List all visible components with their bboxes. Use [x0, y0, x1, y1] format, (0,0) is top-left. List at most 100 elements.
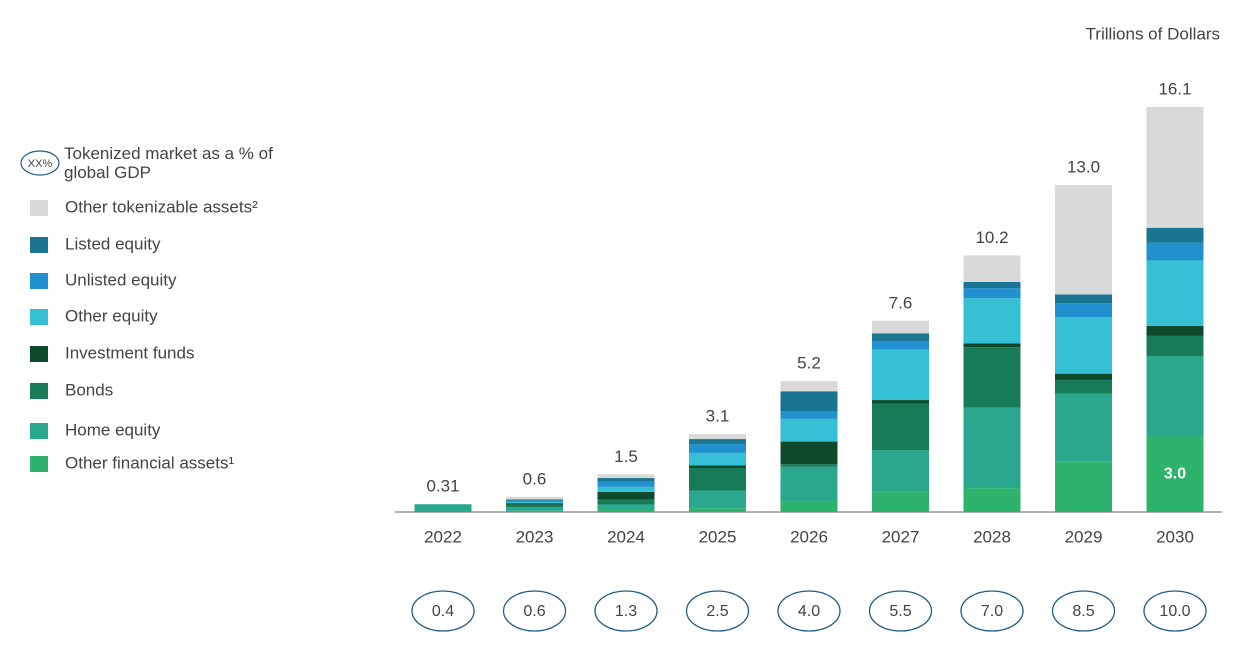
bar-segment	[1146, 325, 1204, 336]
bar-segment	[506, 506, 563, 511]
bar-segment	[963, 288, 1021, 299]
bar-segment	[1055, 184, 1112, 295]
legend-icon: XX%	[28, 158, 53, 170]
legend-swatch	[30, 237, 48, 253]
gdp-bubble	[502, 590, 567, 632]
total-label: 10.2	[975, 228, 1008, 247]
bar-segment	[872, 349, 929, 401]
segment-label: 3.0	[1164, 465, 1186, 482]
legend-label: Investment funds	[65, 343, 194, 362]
bar-segment	[414, 504, 472, 512]
bar-segment	[1055, 317, 1112, 374]
bar-segment	[1055, 393, 1112, 462]
bar-segment	[506, 499, 563, 501]
total-label: 1.5	[614, 447, 638, 466]
bar-segment	[1146, 436, 1204, 512]
total-label: 5.2	[797, 354, 821, 373]
bar-segment	[506, 510, 563, 512]
bar-segment	[780, 391, 838, 412]
legend-label: Bonds	[65, 380, 113, 399]
legend-swatch	[30, 200, 48, 216]
bar-segment	[1146, 335, 1204, 357]
x-tick-label: 2027	[882, 527, 920, 546]
legend-label: Other tokenizable assets²	[65, 197, 258, 216]
bar-segment	[597, 491, 655, 500]
x-tick-label: 2028	[973, 527, 1011, 546]
bar-segment	[872, 333, 929, 341]
legend-swatch	[30, 423, 48, 439]
bar-segment	[780, 466, 838, 502]
bar-segment	[597, 478, 655, 482]
bar-segment	[872, 400, 929, 404]
legend-label: Listed equity	[65, 234, 161, 253]
x-tick-label: 2024	[607, 527, 645, 546]
bar-segment	[506, 500, 563, 502]
bar-segment	[689, 508, 746, 512]
bar-segment	[872, 450, 929, 492]
total-label: 13.0	[1067, 157, 1100, 176]
gdp-bubble	[868, 590, 933, 632]
bar-segment	[689, 452, 746, 466]
gdp-label: 8.5	[1072, 603, 1094, 620]
gdp-bubble	[960, 590, 1024, 632]
bar-segment	[963, 407, 1021, 489]
bar-segment	[597, 474, 655, 479]
bar-segment	[780, 381, 838, 392]
legend-icon-shape	[20, 150, 60, 176]
gdp-bubble	[777, 590, 841, 632]
gdp-label: 0.6	[523, 603, 545, 620]
gdp-label: 10.0	[1159, 603, 1190, 620]
legend-swatch	[30, 456, 48, 472]
bar-segment	[1055, 294, 1112, 304]
gdp-bubble	[594, 590, 658, 632]
unit-label: Trillions of Dollars	[1086, 24, 1220, 43]
total-label: 0.6	[523, 469, 547, 488]
bar-segment	[1055, 303, 1112, 318]
gdp-label: 0.4	[432, 603, 454, 620]
bar-segment	[780, 411, 838, 419]
legend-title: Tokenized market as a % of global GDP	[64, 144, 273, 182]
bar-segment	[597, 509, 655, 512]
bar-segment	[1146, 356, 1204, 437]
gdp-bubble	[411, 590, 475, 632]
bar-segment	[1146, 242, 1204, 261]
bar-segment	[597, 504, 655, 510]
x-tick-label: 2029	[1065, 527, 1103, 546]
legend-swatch	[30, 346, 48, 362]
bar-segment	[963, 281, 1021, 289]
legend-swatch	[30, 383, 48, 399]
bar-segment	[963, 347, 1021, 408]
total-label: 0.31	[426, 477, 459, 496]
bar-segment	[597, 481, 655, 487]
bar-segment	[1146, 260, 1204, 326]
gdp-label: 2.5	[706, 603, 728, 620]
bar-segment	[689, 444, 746, 453]
bar-segment	[597, 499, 655, 505]
bar-segment	[506, 503, 563, 505]
total-label: 7.6	[889, 293, 913, 312]
bar-segment	[689, 490, 746, 509]
bar-segment	[1055, 373, 1112, 380]
x-tick-label: 2022	[424, 527, 462, 546]
bar-segment	[1055, 379, 1112, 394]
bar-segment	[506, 504, 563, 507]
bar-segment	[872, 340, 929, 350]
legend-label: Home equity	[65, 420, 161, 439]
legend-title-box: Tokenized market as a % of global GDP	[64, 144, 273, 182]
bar-segment	[780, 418, 838, 442]
legend-label: Other financial assets¹	[65, 453, 234, 472]
bar-segment	[1146, 107, 1204, 228]
x-tick-label: 2023	[516, 527, 554, 546]
gdp-bubble	[1143, 590, 1207, 632]
bar-segment	[963, 255, 1021, 282]
bar-segment	[689, 434, 746, 440]
total-label: 16.1	[1158, 79, 1191, 98]
bar-segment	[689, 439, 746, 445]
x-tick-label: 2026	[790, 527, 828, 546]
legend-label: Other equity	[65, 306, 158, 325]
gdp-label: 5.5	[889, 603, 911, 620]
bar-segment	[689, 465, 746, 468]
total-label: 3.1	[706, 407, 730, 426]
bar-segment	[872, 403, 929, 451]
